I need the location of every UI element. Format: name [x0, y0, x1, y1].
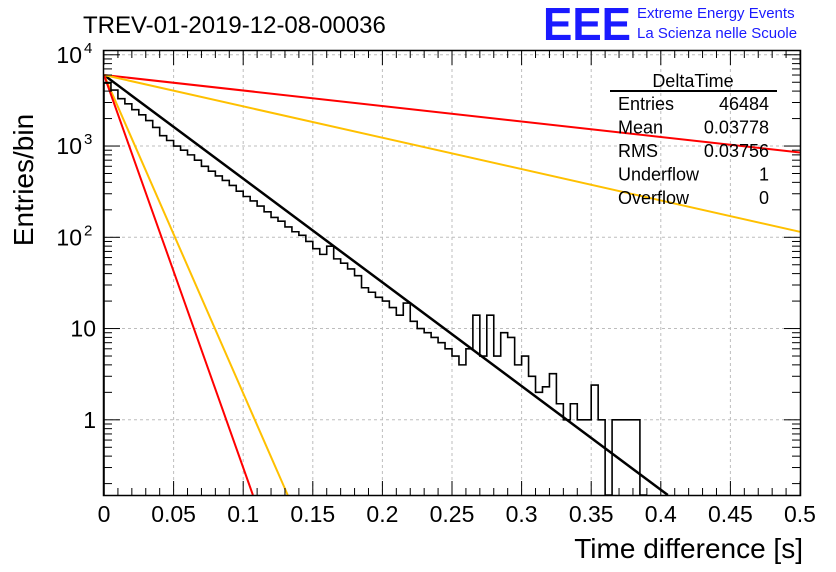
- axis-ticks: [103, 51, 801, 495]
- stats-title: DeltaTime: [652, 71, 733, 91]
- stats-row-label: Underflow: [618, 165, 700, 185]
- stats-row-label: Overflow: [618, 188, 690, 208]
- logo-line-1: Extreme Energy Events: [637, 5, 795, 22]
- x-tick-label: 0.35: [569, 501, 614, 527]
- stats-row-value: 0: [759, 188, 769, 208]
- x-tick-label: 0.5: [784, 501, 816, 527]
- stats-row-value: 0.03756: [704, 141, 769, 161]
- fit-lines: [103, 73, 801, 497]
- stats-row-value: 0.03778: [704, 118, 769, 138]
- stats-row-label: Entries: [618, 94, 674, 114]
- y-tick-label: 10: [70, 316, 96, 342]
- x-tick-label: 0.25: [430, 501, 475, 527]
- y-tick-label-exponent: 2: [84, 222, 92, 239]
- fit-line-2: [103, 74, 801, 154]
- stats-row-value: 46484: [719, 94, 769, 114]
- plot-frame: [102, 49, 802, 497]
- stats-box: DeltaTime Entries 46484 Mean 0.03778 RMS 0.03…: [610, 71, 777, 208]
- logo-line-2: La Scienza nelle Scuole: [637, 25, 797, 42]
- histogram: [103, 82, 647, 496]
- x-tick-labels: 0 0.05 0.1 0.15 0.2 0.25 0.3 0.35 0.4 0.45 0.5: [98, 501, 816, 527]
- y-tick-label-exponent: 4: [84, 40, 92, 57]
- x-tick-label: 0.45: [708, 501, 753, 527]
- x-axis-title: Time difference [s]: [574, 533, 803, 564]
- chart-title: TREV-01-2019-12-08-00036: [83, 12, 386, 39]
- y-tick-label: 1: [83, 407, 96, 433]
- fit-line-3: [103, 74, 801, 233]
- x-tick-label: 0.1: [227, 501, 259, 527]
- stats-row-label: RMS: [618, 141, 658, 161]
- y-tick-label-exponent: 3: [84, 131, 92, 148]
- y-tick-label: 10: [56, 42, 82, 68]
- x-tick-label: 0: [98, 501, 111, 527]
- x-tick-label: 0.3: [506, 501, 538, 527]
- fit-line-4: [103, 74, 289, 496]
- x-tick-label: 0.05: [151, 501, 196, 527]
- stats-row-value: 1: [759, 165, 769, 185]
- y-tick-label: 10: [56, 224, 82, 250]
- fit-line-1: [103, 73, 669, 497]
- fit-line-5: [103, 74, 254, 496]
- x-tick-label: 0.4: [645, 501, 677, 527]
- eee-logo: EEE Extreme Energy Events La Scienza nel…: [543, 0, 797, 50]
- x-tick-label: 0.15: [290, 501, 335, 527]
- stats-row-label: Mean: [618, 118, 663, 138]
- grid: [104, 51, 800, 495]
- y-tick-label: 10: [56, 133, 82, 159]
- histogram-outline: [103, 82, 647, 496]
- logo-mark: EEE: [543, 0, 631, 50]
- y-axis-title: Entries/bin: [8, 114, 39, 246]
- x-tick-label: 0.2: [366, 501, 398, 527]
